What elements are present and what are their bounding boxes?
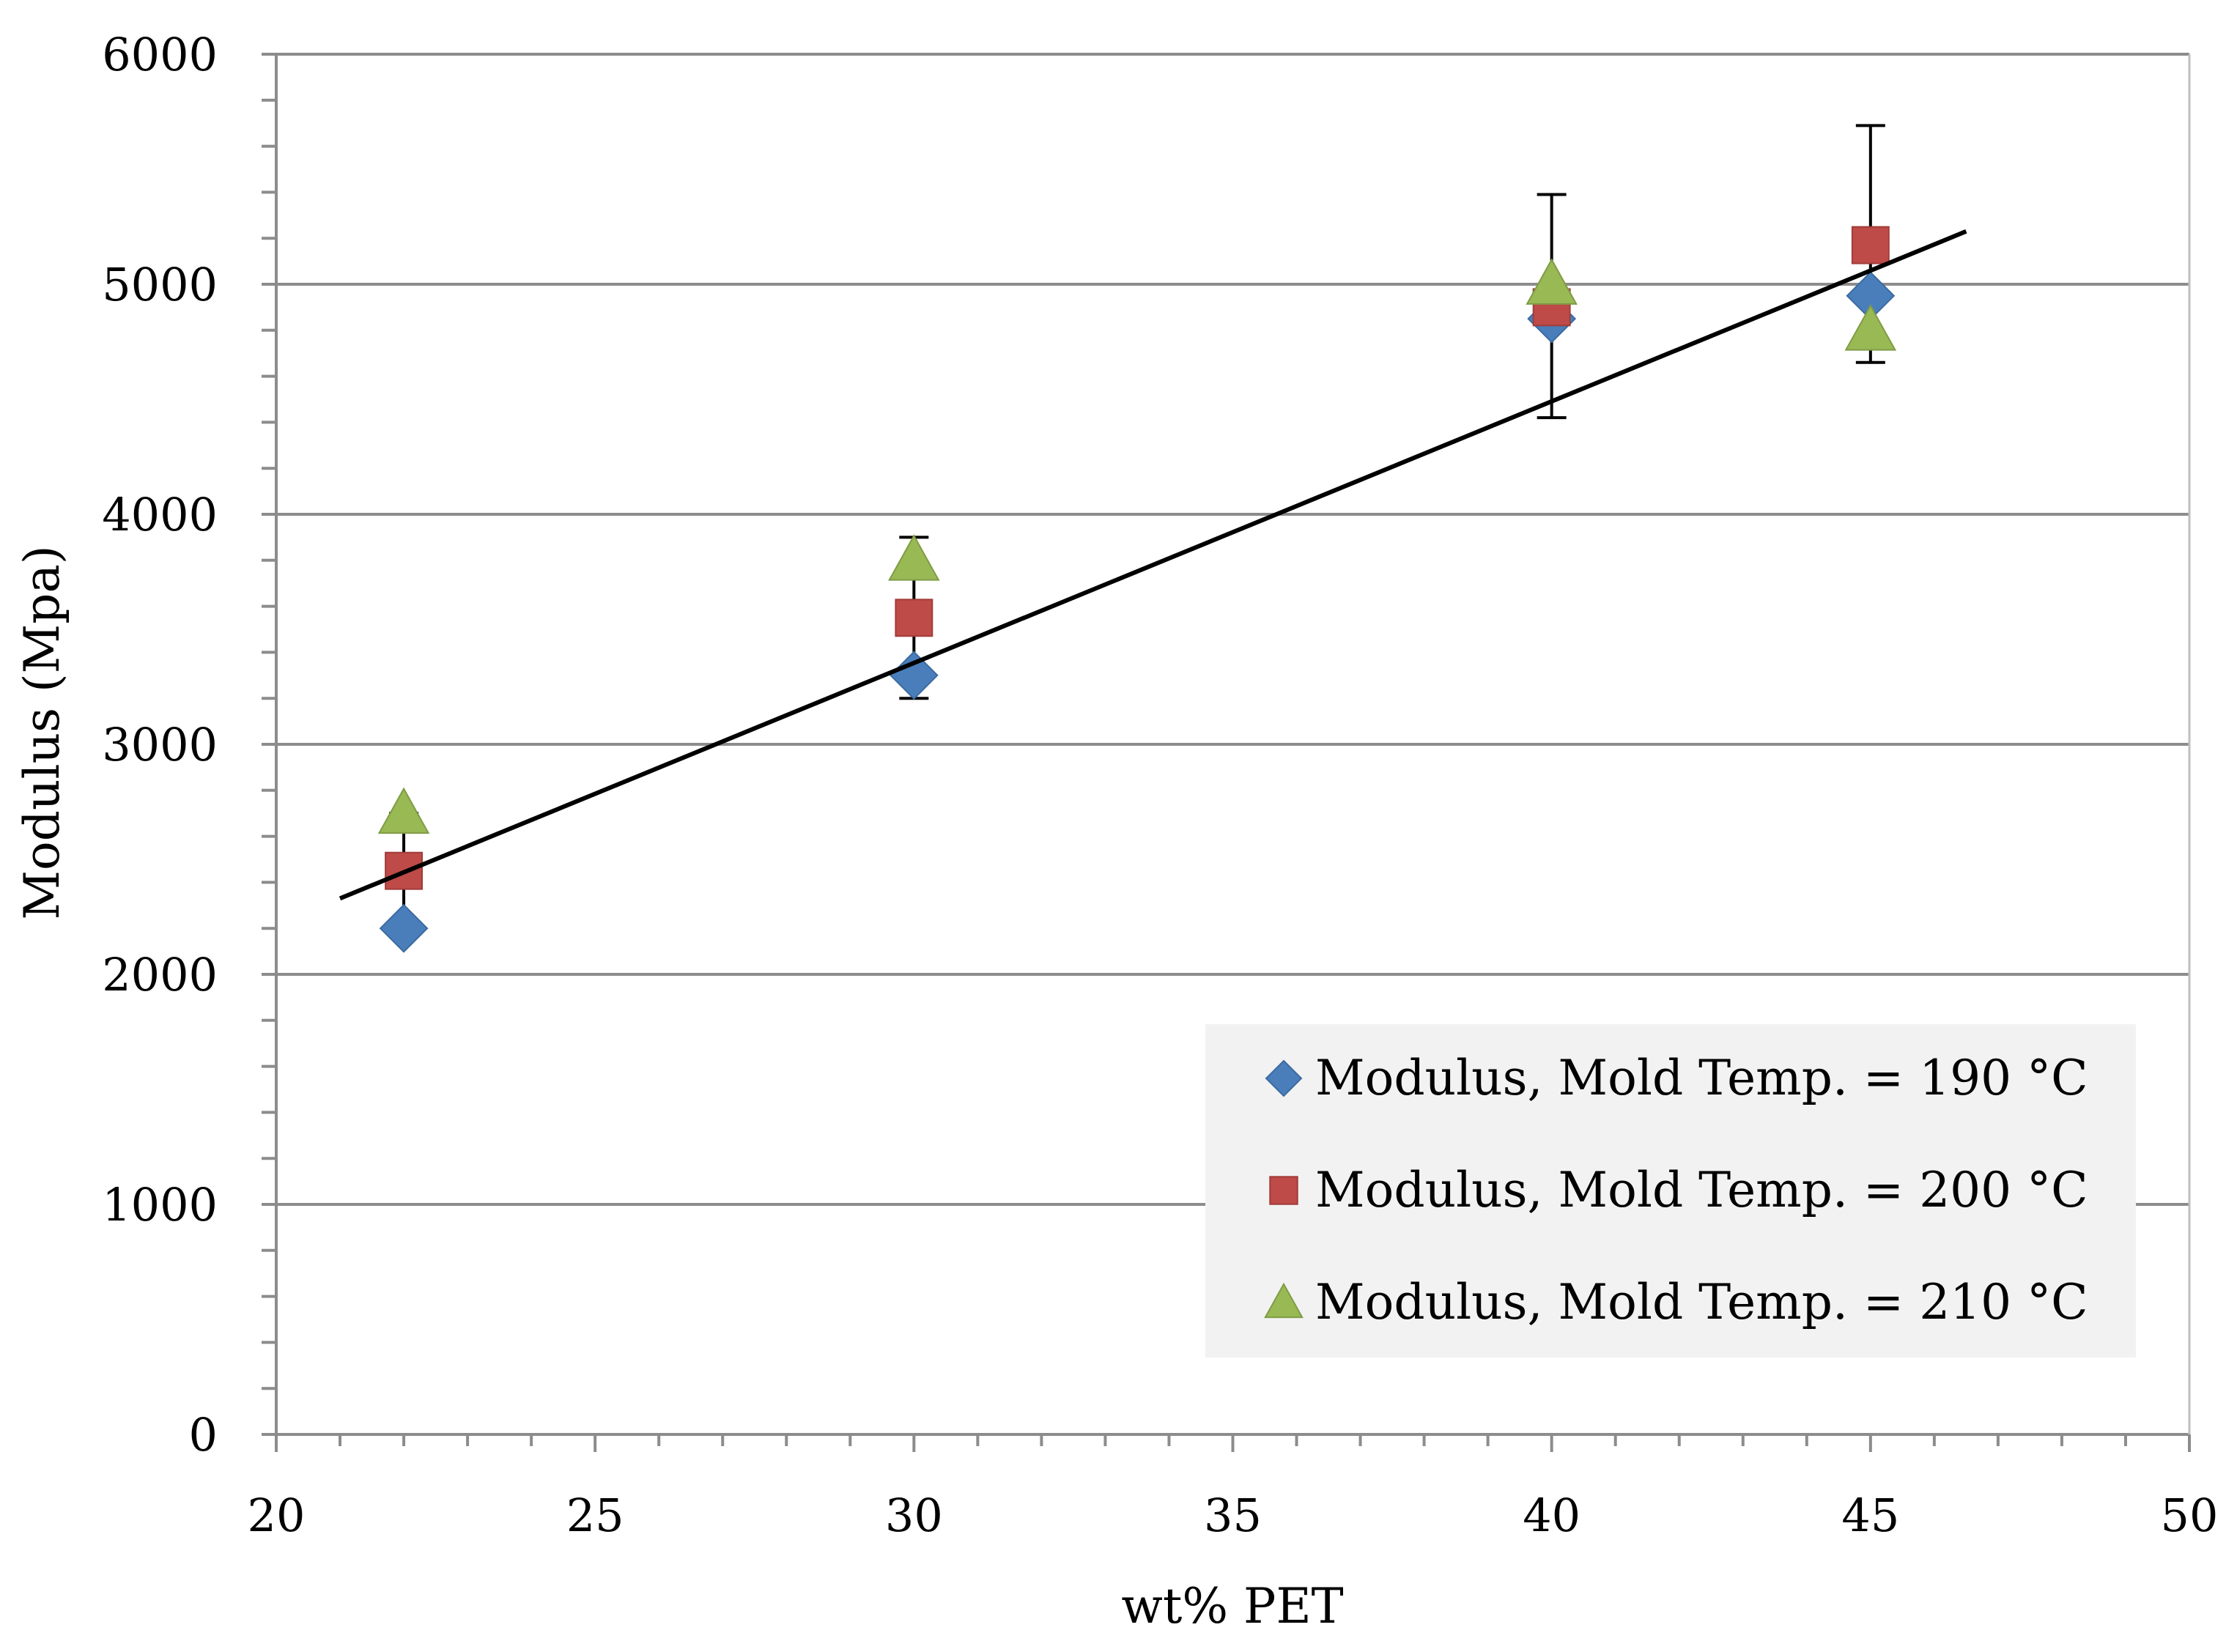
point-square-30 xyxy=(895,599,933,637)
legend-label-2: Modulus, Mold Temp. = 200 °C xyxy=(1315,1162,2088,1218)
y-tick-label-3000: 3000 xyxy=(102,718,218,771)
y-tick-label-5000: 5000 xyxy=(102,258,218,311)
point-triangle-40 xyxy=(1526,258,1578,305)
axis-ticks xyxy=(262,53,2191,1452)
legend: Modulus, Mold Temp. = 190 °C Modulus, Mol… xyxy=(1205,1024,2136,1357)
x-tick-label-30: 30 xyxy=(885,1489,943,1542)
y-axis-label: Modulus (Mpa) xyxy=(14,545,70,919)
error-bars xyxy=(389,124,1885,930)
point-diamond-30 xyxy=(889,651,939,700)
y-tick-label-6000: 6000 xyxy=(102,28,218,81)
x-tick-label-35: 35 xyxy=(1204,1489,1262,1542)
point-triangle-22 xyxy=(377,787,430,834)
legend-marker-triangle xyxy=(1264,1282,1304,1319)
x-tick-label-20: 20 xyxy=(248,1489,306,1542)
x-tick-label-40: 40 xyxy=(1523,1489,1580,1542)
legend-box xyxy=(1205,1024,2136,1357)
legend-marker-square xyxy=(1269,1176,1298,1205)
y-tick-label-1000: 1000 xyxy=(102,1178,218,1231)
linear-trendline xyxy=(339,229,1967,901)
x-tick-label-50: 50 xyxy=(2161,1489,2219,1542)
x-tick-label-45: 45 xyxy=(1841,1489,1899,1542)
y-tick-label-2000: 2000 xyxy=(102,948,218,1001)
x-axis-label: wt% PET xyxy=(1121,1578,1343,1634)
point-triangle-45 xyxy=(1844,304,1897,351)
legend-label-3: Modulus, Mold Temp. = 210 °C xyxy=(1315,1274,2088,1330)
point-triangle-30 xyxy=(888,534,940,581)
point-square-45 xyxy=(1851,226,1890,264)
legend-label-1: Modulus, Mold Temp. = 190 °C xyxy=(1315,1050,2088,1106)
tick-labels: 0 1000 2000 3000 4000 5000 6000 20 25 30 35 40 45 50 xyxy=(102,28,2218,1542)
legend-marker-diamond xyxy=(1265,1059,1303,1097)
data-markers xyxy=(377,226,1897,953)
point-diamond-22 xyxy=(379,903,429,953)
x-tick-label-25: 25 xyxy=(566,1489,624,1542)
y-tick-label-0: 0 xyxy=(189,1408,218,1462)
trendline xyxy=(339,229,1967,901)
y-tick-label-4000: 4000 xyxy=(102,488,218,541)
